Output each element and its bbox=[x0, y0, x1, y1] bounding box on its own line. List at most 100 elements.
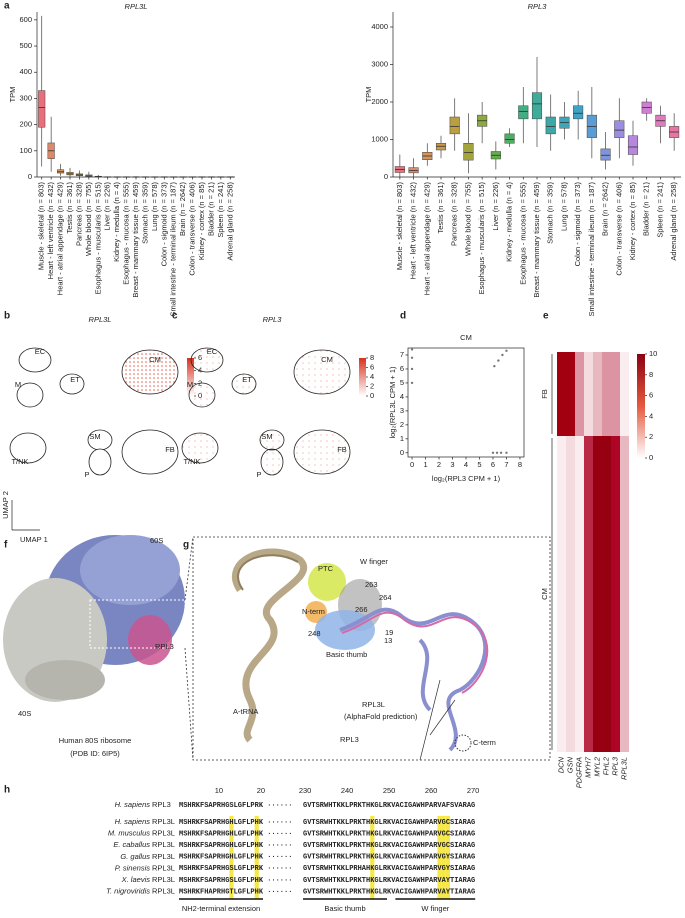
cluster-label: FB bbox=[337, 445, 347, 454]
point bbox=[491, 451, 495, 455]
protein-label: RPL3 bbox=[155, 642, 174, 651]
box bbox=[504, 133, 515, 144]
gene-label: GSN bbox=[565, 756, 574, 773]
colorbar-tick-label: 8 bbox=[370, 353, 374, 362]
x-tick-label: Esophagus - muscularis (n = 515) bbox=[93, 182, 102, 295]
gap: ······ bbox=[267, 877, 292, 885]
sequence: MSHRKFSAPRHGSLGFLPRK bbox=[179, 865, 264, 873]
gene-label: FHL2 bbox=[601, 756, 610, 775]
colorbar-tick-label: 0 bbox=[370, 391, 374, 400]
highlight bbox=[445, 816, 450, 899]
x-tick-label: Heart - atrial appendage (n = 429) bbox=[422, 182, 431, 296]
cluster-label: M bbox=[15, 380, 21, 389]
x-tick-label: Kidney - medulla (n = 4) bbox=[505, 182, 514, 262]
heatmap-cell bbox=[566, 352, 575, 436]
point bbox=[497, 359, 500, 362]
cluster-label: T/NK bbox=[183, 457, 200, 466]
position-label: 250 bbox=[383, 786, 396, 795]
residue-label: 266 bbox=[355, 605, 368, 614]
sequence: GVTSRWHTKKLPRHAHKGLRKVACIGAWHPARVGYSIARA… bbox=[303, 865, 475, 873]
cluster-outline bbox=[16, 382, 44, 408]
position-label: 10 bbox=[215, 786, 223, 795]
chart-title: CM bbox=[460, 333, 472, 342]
panel-label: g bbox=[183, 540, 189, 551]
cluster-outline bbox=[18, 347, 52, 373]
cluster-outline bbox=[9, 432, 47, 464]
x-tick-label: Colon - transverse (n = 406) bbox=[188, 182, 197, 276]
sequence: MSHRKFSAPRHGHLGFLPHK bbox=[179, 842, 264, 850]
point bbox=[499, 451, 503, 455]
gene-label: MYH7 bbox=[583, 756, 592, 778]
gene-label: RPL3L bbox=[619, 757, 628, 780]
subunit-label: 40S bbox=[18, 709, 31, 718]
species: P. sinensis bbox=[115, 863, 151, 872]
structure-label: C-term bbox=[473, 738, 496, 747]
structure-label: PTC bbox=[318, 564, 334, 573]
x-tick-label: Brain (n = 2642) bbox=[601, 182, 610, 236]
colorbar bbox=[637, 354, 645, 458]
x-tick-label: Colon - sigmoid (n = 373) bbox=[159, 182, 168, 267]
gap: ······ bbox=[267, 842, 292, 850]
x-tick-label: 8 bbox=[518, 460, 522, 469]
structure-label: (AlphaFold prediction) bbox=[344, 712, 418, 721]
cluster-label: M bbox=[187, 380, 193, 389]
species: T. nigroviridis bbox=[106, 887, 150, 896]
structure-label: RPL3 bbox=[340, 735, 359, 744]
gene-label: RPL3 bbox=[610, 756, 619, 776]
heatmap-cell bbox=[593, 436, 602, 752]
sequence: MSHRKFSAPRHGHLGFLPHK bbox=[179, 830, 264, 838]
heatmap-cell bbox=[584, 352, 593, 436]
residue-label: 264 bbox=[379, 593, 392, 602]
species: G. gallus bbox=[120, 852, 150, 861]
caption: Human 80S ribosome bbox=[59, 736, 132, 745]
colorbar-tick-label: 2 bbox=[649, 432, 653, 441]
point bbox=[493, 364, 496, 368]
gap: ······ bbox=[267, 854, 292, 862]
cluster-label: FB bbox=[165, 445, 175, 454]
x-tick-label: Spleen (n = 241) bbox=[216, 182, 225, 238]
x-tick-label: Muscle - skeletal (n = 803) bbox=[395, 182, 404, 271]
region-label: NH2-terminal extension bbox=[182, 904, 260, 913]
x-tick-label: Stomach (n = 359) bbox=[546, 182, 555, 244]
structure-label: Basic thumb bbox=[326, 650, 367, 659]
colorbar bbox=[187, 358, 194, 396]
group-label: FB bbox=[540, 389, 549, 399]
gene: RPL3L bbox=[152, 875, 175, 884]
x-tick-label: Bladder (n = 21) bbox=[206, 182, 215, 236]
cluster-label: P bbox=[256, 470, 261, 479]
residue-label: 263 bbox=[365, 580, 378, 589]
x-tick-label: Bladder (n = 21) bbox=[642, 182, 651, 236]
x-tick-label: Heart - left ventricle (n = 432) bbox=[409, 182, 418, 280]
sequence: MSHRKFSAPRHGHLGFLPHK bbox=[179, 854, 264, 862]
x-tick-label: Esophagus - mucosa (n = 555) bbox=[518, 182, 527, 285]
gap: ······ bbox=[267, 819, 292, 827]
box bbox=[573, 105, 584, 120]
cluster-outline bbox=[88, 448, 112, 476]
x-tick-label: 7 bbox=[504, 460, 508, 469]
x-tick-label: Testis (n = 361) bbox=[436, 182, 445, 234]
panel-label: c bbox=[172, 311, 178, 322]
x-tick-label: Liver (n = 226) bbox=[103, 182, 112, 231]
x-tick-label: Brain (n = 2642) bbox=[178, 182, 187, 236]
structure-label: RPL3L bbox=[362, 700, 385, 709]
point bbox=[410, 381, 414, 385]
x-tick-label: Esophagus - muscularis (n = 515) bbox=[477, 182, 486, 295]
x-tick-label: Adrenal gland (n = 258) bbox=[669, 182, 678, 261]
y-tick-label: 600 bbox=[19, 15, 32, 24]
box bbox=[627, 135, 639, 155]
chart-title: RPL3L bbox=[125, 2, 148, 11]
umap-x-label: UMAP 1 bbox=[20, 535, 48, 544]
heatmap-cell bbox=[566, 436, 575, 752]
group-label: CM bbox=[540, 588, 549, 600]
species: H. sapiens bbox=[115, 800, 151, 809]
y-tick-label: 0 bbox=[400, 448, 404, 457]
sequence: GVTSRWHTKKLPRKTHKGLRKVACIGAWHPARVAYTIARA… bbox=[303, 877, 475, 885]
x-tick-label: Small intestine - terminal ileum (n = 18… bbox=[587, 182, 596, 317]
umap-y-label: UMAP 2 bbox=[1, 491, 10, 519]
gene: RPL3 bbox=[152, 800, 171, 809]
region-label: Basic thumb bbox=[324, 904, 365, 913]
x-tick-label: Esophagus - mucosa (n = 555) bbox=[122, 182, 131, 285]
sequence: GVTSRWHTKKLPRKTHKGLRKVACIGAWHPARVGCSIARA… bbox=[303, 819, 475, 827]
x-tick-label: Testis (n = 361) bbox=[65, 182, 74, 234]
